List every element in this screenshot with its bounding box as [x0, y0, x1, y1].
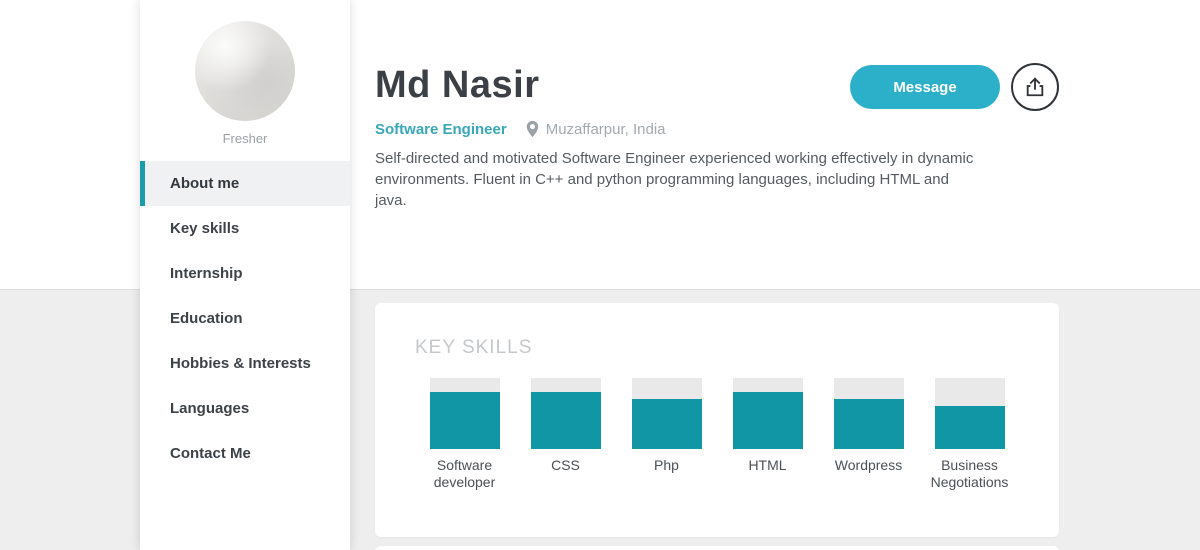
share-button[interactable]	[1011, 63, 1059, 111]
avatar	[195, 21, 295, 121]
key-skills-card: KEY SKILLS Software developer CSS Php HTML W…	[375, 303, 1059, 537]
page-title: Md Nasir	[375, 64, 540, 106]
skill-bar-fill	[631, 399, 702, 449]
skill-label: Software developer	[433, 457, 496, 490]
skill-label: Business Negotiations	[930, 457, 1009, 490]
skill-column: Wordpress	[818, 378, 919, 491]
share-upload-icon	[1024, 76, 1046, 98]
skill-label: Wordpress	[834, 457, 903, 473]
role-row: Software Engineer Muzaffarpur, India	[375, 120, 666, 138]
sidebar-item-about-me[interactable]: About me	[140, 161, 350, 206]
skill-label: CSS	[551, 457, 580, 473]
sidebar-item-education[interactable]: Education	[170, 310, 243, 327]
key-skills-title: KEY SKILLS	[415, 337, 533, 358]
skill-column: Software developer	[414, 378, 515, 491]
skill-bar-track	[631, 378, 702, 449]
skill-bar-fill	[530, 392, 601, 449]
sidebar-nav: About me Key skills Internship Education Hob…	[140, 161, 350, 476]
skills-bar-chart: Software developer CSS Php HTML Wordpress Bus…	[414, 378, 1020, 491]
skill-bar-track	[833, 378, 904, 449]
job-title: Software Engineer	[375, 120, 507, 138]
skill-bar-fill	[732, 392, 803, 449]
sidebar-item-key-skills[interactable]: Key skills	[170, 220, 240, 237]
skill-label: Php	[654, 457, 679, 473]
skill-column: HTML	[717, 378, 818, 491]
skill-label: HTML	[748, 457, 787, 473]
message-button[interactable]: Message	[850, 65, 1000, 109]
experience-badge: Fresher	[222, 131, 268, 146]
skill-column: Business Negotiations	[919, 378, 1020, 491]
skill-bar-track	[429, 378, 500, 449]
skill-bar-fill	[934, 406, 1005, 449]
skill-bar-fill	[833, 399, 904, 449]
skill-column: CSS	[515, 378, 616, 491]
profile-sidebar: Fresher About me Key skills Internship Educ…	[140, 0, 350, 550]
location-pin-icon	[525, 120, 540, 138]
next-section-card-edge	[375, 546, 1059, 550]
skill-column: Php	[616, 378, 717, 491]
skill-bar-fill	[429, 392, 500, 449]
skill-bar-track	[732, 378, 803, 449]
location-text: Muzaffarpur, India	[545, 120, 666, 138]
sidebar-item-languages[interactable]: Languages	[170, 400, 250, 417]
skill-bar-track	[934, 378, 1005, 449]
sidebar-item-hobbies-interests[interactable]: Hobbies & Interests	[170, 355, 311, 372]
profile-bio: Self-directed and motivated Software Eng…	[375, 150, 974, 209]
sidebar-item-internship[interactable]: Internship	[170, 265, 243, 282]
sidebar-item-contact-me[interactable]: Contact Me	[170, 445, 251, 462]
skill-bar-track	[530, 378, 601, 449]
